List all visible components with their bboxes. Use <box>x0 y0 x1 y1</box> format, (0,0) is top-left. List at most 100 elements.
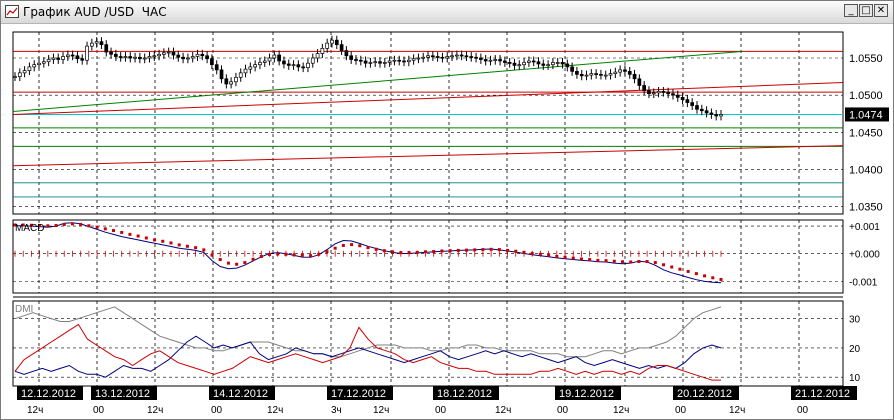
candle-body <box>498 59 502 62</box>
hour-label: 12ч <box>729 405 745 416</box>
macd-signal-point <box>563 255 567 259</box>
candle-body <box>253 64 257 68</box>
hour-label: 12ч <box>373 405 389 416</box>
macd-signal-point <box>235 262 239 266</box>
date-label: 13.12.2012 <box>95 388 150 400</box>
candle-body <box>37 62 41 66</box>
candle-body <box>51 57 56 60</box>
dmi-line-0 <box>14 306 722 358</box>
candle-body <box>109 51 113 55</box>
date-label: 19.12.2012 <box>559 388 614 400</box>
macd-signal-point <box>177 243 181 247</box>
macd-signal-point <box>538 252 542 256</box>
macd-signal-point <box>440 249 444 253</box>
hour-label: 12ч <box>27 405 43 416</box>
candle-body <box>426 55 430 58</box>
hour-label: 12ч <box>147 405 163 416</box>
candle-body <box>527 60 531 63</box>
candle-body <box>104 44 109 53</box>
candle-body <box>531 60 536 63</box>
trend-line-red <box>12 82 844 115</box>
macd-signal-point <box>653 261 657 265</box>
dmi-line-1 <box>14 335 722 378</box>
hour-label: 12ч <box>495 405 511 416</box>
candle-body <box>210 58 214 66</box>
macd-signal-point <box>637 259 641 263</box>
macd-signal-point <box>29 223 33 227</box>
candle-body <box>551 62 555 66</box>
candle-body <box>181 56 185 60</box>
macd-signal-point <box>251 257 255 261</box>
candle-body <box>455 54 459 57</box>
price-tick-label: 1.0400 <box>849 164 883 176</box>
macd-signal-point <box>407 251 411 255</box>
macd-signal-point <box>448 249 452 253</box>
macd-signal-point <box>604 259 608 263</box>
hour-label: 12ч <box>613 405 629 416</box>
candle-body <box>618 69 622 73</box>
candle-body <box>469 56 474 58</box>
candle-body <box>575 71 579 75</box>
price-tick-label: 1.0550 <box>849 53 883 65</box>
dmi-tick-label: 30 <box>849 315 861 326</box>
date-label: 12.12.2012 <box>21 388 76 400</box>
dmi-layer: DMI <box>14 304 722 381</box>
candle-body <box>27 66 32 71</box>
macd-signal-point <box>415 250 419 254</box>
grid <box>13 32 843 386</box>
macd-signal-point <box>423 250 427 254</box>
hour-label: 00 <box>435 405 447 416</box>
candle-body <box>584 74 589 77</box>
macd-signal-point <box>300 253 304 257</box>
candle-body <box>267 57 272 62</box>
title-bar[interactable]: График AUD /USD ЧАС _ □ ✕ <box>1 1 893 24</box>
candle-body <box>315 53 320 59</box>
macd-signal-point <box>144 236 148 240</box>
candle-body <box>642 85 647 92</box>
macd-signal-point <box>210 253 214 257</box>
macd-signal-point <box>120 230 124 234</box>
candle-body <box>75 55 80 60</box>
macd-signal-point <box>202 248 206 252</box>
macd-signal-point <box>374 247 378 251</box>
macd-label: MACD <box>15 223 44 234</box>
date-label-box <box>327 386 393 400</box>
candle-body <box>613 71 618 74</box>
candle-body <box>517 64 522 67</box>
candle-body <box>541 63 546 66</box>
macd-signal-point <box>506 248 510 252</box>
maximize-button[interactable]: □ <box>859 4 873 17</box>
macd-signal-point <box>522 250 526 254</box>
macd-signal-point <box>571 256 575 260</box>
macd-signal-point <box>645 259 649 263</box>
macd-signal-point <box>686 269 690 273</box>
candle-body <box>195 53 200 57</box>
candle-body <box>430 55 435 58</box>
hour-label: 3ч <box>331 405 342 416</box>
candle-body <box>589 73 594 76</box>
window-title: График AUD /USD ЧАС <box>23 5 167 19</box>
macd-tick-label: +0.001 <box>849 222 880 233</box>
candle-body <box>709 112 714 115</box>
candle-body <box>80 58 85 61</box>
candle-body <box>277 54 281 62</box>
candle-body <box>464 55 469 58</box>
candle-body <box>56 57 61 60</box>
candle-body <box>555 62 560 64</box>
candle-body <box>373 61 378 64</box>
hour-label: 00 <box>93 405 105 416</box>
candle-body <box>286 63 291 66</box>
macd-signal-point <box>432 250 436 254</box>
hour-label: 00 <box>557 405 569 416</box>
minimize-button[interactable]: _ <box>844 4 858 17</box>
date-label-box <box>209 386 275 400</box>
hour-label: 00 <box>797 405 809 416</box>
macd-signal-point <box>62 222 66 226</box>
macd-signal-point <box>514 249 518 253</box>
candle-body <box>387 60 392 63</box>
macd-signal-point <box>112 229 116 233</box>
candle-body <box>320 47 325 54</box>
close-button[interactable]: ✕ <box>874 4 888 17</box>
candle-body <box>599 73 603 76</box>
